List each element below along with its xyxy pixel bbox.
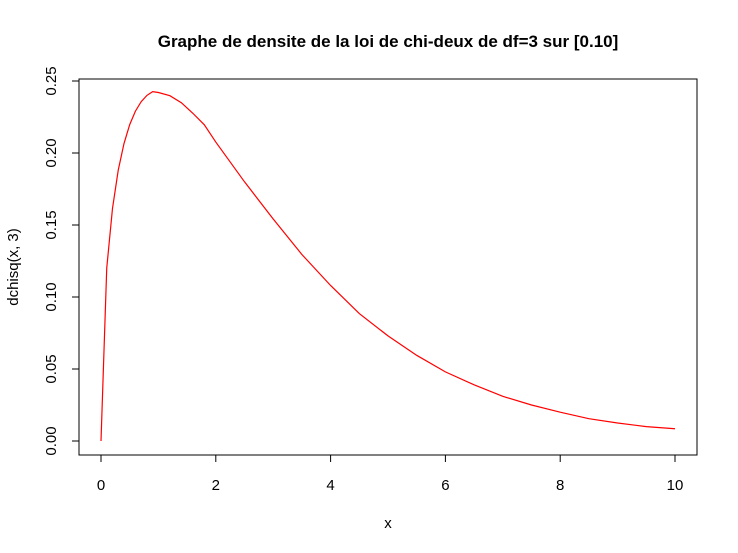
y-axis-label: dchisq(x, 3) [5, 228, 22, 306]
y-tick-label: 0.15 [43, 210, 60, 239]
y-tick-label: 0.00 [43, 426, 60, 455]
x-tick-label: 0 [97, 477, 105, 494]
x-tick-label: 10 [667, 477, 684, 494]
chart-title: Graphe de densite de la loi de chi-deux … [158, 32, 619, 51]
y-tick-label: 0.05 [43, 354, 60, 383]
x-axis: 0 2 4 6 8 10 [97, 454, 684, 494]
y-tick-label: 0.25 [43, 66, 60, 95]
x-tick-label: 4 [326, 477, 334, 494]
plot-frame [78, 78, 698, 456]
x-axis-label: x [384, 515, 392, 532]
y-tick-label: 0.20 [43, 138, 60, 167]
y-axis: 0.00 0.05 0.10 0.15 0.20 0.25 [43, 66, 80, 456]
y-tick-label: 0.10 [43, 282, 60, 311]
x-tick-label: 6 [441, 477, 449, 494]
density-line [100, 91, 676, 442]
x-tick-label: 2 [212, 477, 220, 494]
x-tick-label: 8 [556, 477, 564, 494]
